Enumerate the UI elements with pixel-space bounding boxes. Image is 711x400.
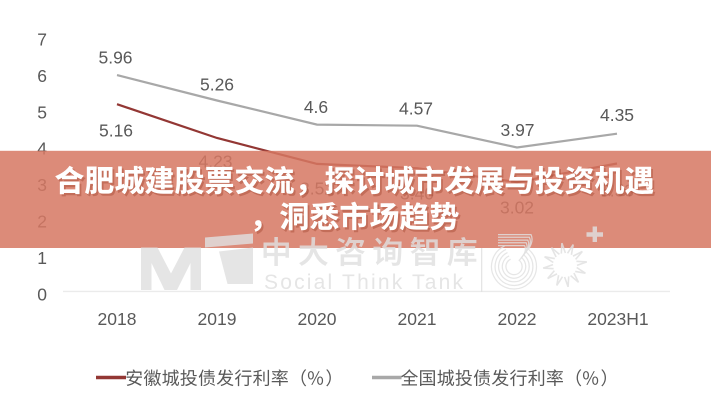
svg-text:2019: 2019 bbox=[198, 309, 237, 329]
svg-text:4.6: 4.6 bbox=[304, 97, 328, 117]
svg-text:7: 7 bbox=[37, 30, 47, 50]
svg-text:4.35: 4.35 bbox=[600, 105, 634, 125]
svg-text:4: 4 bbox=[37, 139, 47, 159]
svg-text:5.26: 5.26 bbox=[200, 74, 234, 94]
svg-text:0: 0 bbox=[37, 284, 47, 304]
svg-text:Social Think Tank: Social Think Tank bbox=[264, 271, 465, 294]
svg-text:2021: 2021 bbox=[398, 309, 437, 329]
svg-text:5.16: 5.16 bbox=[99, 120, 133, 140]
svg-text:5.96: 5.96 bbox=[98, 47, 132, 67]
svg-text:3.97: 3.97 bbox=[500, 120, 534, 140]
svg-text:5: 5 bbox=[37, 102, 47, 122]
svg-text:4.57: 4.57 bbox=[399, 98, 433, 118]
svg-text:1: 1 bbox=[37, 248, 47, 268]
svg-text:2023H1: 2023H1 bbox=[587, 309, 648, 329]
svg-text:2018: 2018 bbox=[98, 309, 137, 329]
svg-text:2022: 2022 bbox=[498, 309, 537, 329]
svg-text:6: 6 bbox=[37, 66, 47, 86]
svg-text:2020: 2020 bbox=[298, 309, 337, 329]
